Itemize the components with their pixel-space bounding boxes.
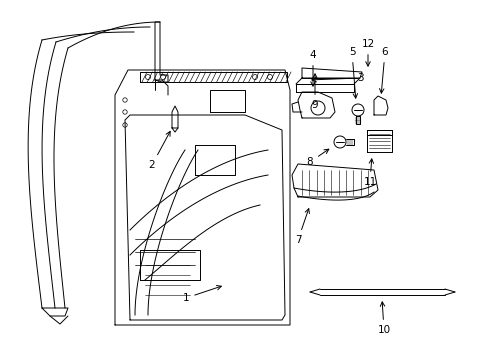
Text: 7: 7 xyxy=(294,209,309,245)
Text: 9: 9 xyxy=(311,74,318,110)
Text: 3: 3 xyxy=(311,73,363,83)
Text: 5: 5 xyxy=(348,47,357,98)
Text: 1: 1 xyxy=(183,285,221,303)
Text: 2: 2 xyxy=(148,131,170,170)
Text: 8: 8 xyxy=(306,149,328,167)
Text: 10: 10 xyxy=(377,302,390,335)
Text: 12: 12 xyxy=(361,39,374,66)
Text: 11: 11 xyxy=(363,159,376,187)
Text: 6: 6 xyxy=(379,47,387,93)
Text: 4: 4 xyxy=(309,50,316,86)
